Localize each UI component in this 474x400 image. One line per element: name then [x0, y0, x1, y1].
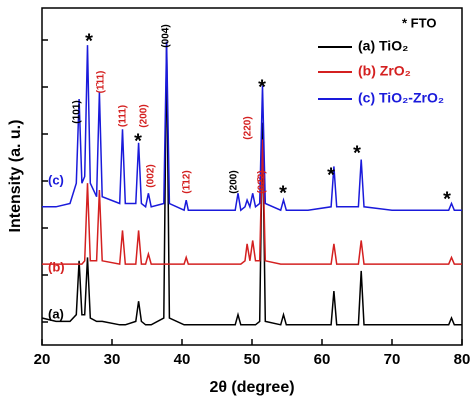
peak-label: (02̄2): [257, 170, 268, 193]
x-tick-label: 80: [454, 351, 471, 368]
peak-label: (220): [243, 116, 254, 139]
fto-marker: *: [279, 182, 287, 204]
peak-label: (200): [139, 104, 150, 127]
legend-label: (c) TiO₂-ZrO₂: [358, 90, 444, 106]
plot-frame: [41, 7, 463, 346]
series-tag: (b): [48, 259, 65, 274]
series-tag: (a): [48, 306, 64, 321]
x-tick-label: 20: [34, 351, 51, 368]
x-tick-label: 40: [174, 351, 191, 368]
peak-label: (004): [161, 24, 172, 47]
series-line: [42, 41, 462, 212]
x-tick-label: 30: [104, 351, 121, 368]
series-line: [42, 139, 462, 265]
fto-marker: *: [443, 188, 451, 210]
peak-label: (111): [118, 105, 129, 127]
legend-note: * FTO: [402, 15, 436, 30]
series-line: [41, 41, 462, 326]
y-axis-label: Intensity (a. u.): [7, 120, 24, 233]
fto-marker: *: [134, 130, 142, 152]
peak-label: (002): [146, 164, 157, 187]
x-tick-label: 70: [384, 351, 401, 368]
x-tick-label: 50: [244, 351, 261, 368]
x-tick-label: 60: [314, 351, 331, 368]
peak-label: (1̄11): [96, 71, 107, 94]
legend-label: (a) TiO₂: [358, 38, 408, 54]
fto-marker: *: [327, 164, 335, 186]
legend-label: (b) ZrO₂: [358, 63, 411, 79]
peak-label: (101): [72, 100, 83, 123]
fto-marker: *: [85, 30, 93, 52]
fto-marker: *: [258, 76, 266, 98]
peak-label: (1̄12): [182, 170, 193, 193]
x-axis-label: 2θ (degree): [209, 379, 294, 396]
peak-label: (200): [229, 170, 240, 193]
series-tag: (c): [48, 172, 64, 187]
fto-marker: *: [353, 142, 361, 164]
